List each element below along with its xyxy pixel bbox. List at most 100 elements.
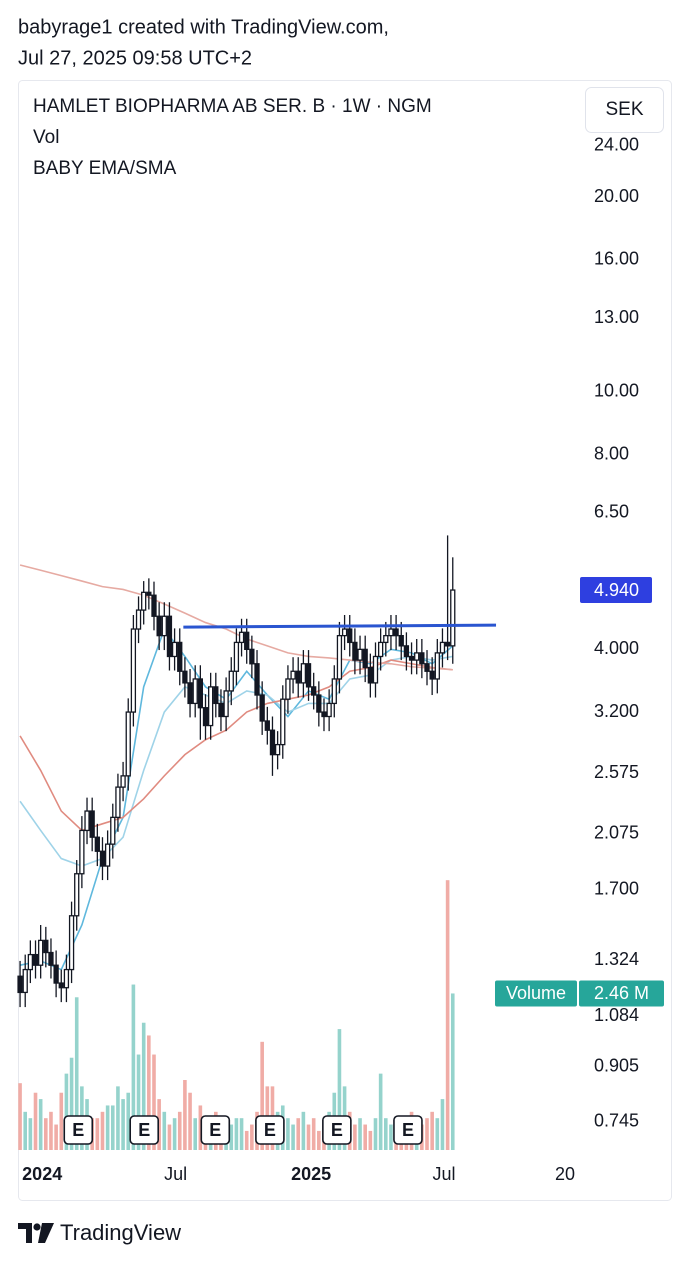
volume-bar [44,1118,48,1150]
candle-body [202,707,209,727]
candle-body [377,641,384,658]
volume-bar [445,880,450,1150]
volume-bar [172,1118,177,1150]
volume-bar [244,1130,249,1150]
y-tick-label: 4.000 [594,638,639,658]
indicator-label: Vol [33,127,59,148]
volume-bar [383,1118,388,1150]
candle-body [357,648,363,661]
y-tick-label: 8.00 [594,443,629,463]
volume-bar [18,1083,22,1150]
candle-body [171,641,178,658]
candle-body [311,686,317,696]
volume-bar [105,1105,110,1150]
candle-body [238,631,245,644]
currency-label[interactable]: SEK [605,99,643,120]
candle-body [208,686,214,727]
volume-bar [430,1111,434,1150]
volume-bar [167,1124,172,1150]
last-price-tag [580,577,652,604]
volume-bar [141,1022,146,1150]
volume-bar [147,1035,151,1150]
candle-body [316,694,322,713]
trend-line [183,623,497,629]
candle-body [336,634,343,680]
volume-bar [368,1130,373,1150]
candle-body [321,711,327,718]
chart-title: HAMLET BIOPHARMA AB SER. B · 1W · NGM [33,96,432,117]
x-tick-label: 2025 [291,1164,331,1184]
volume-bar [193,1118,198,1150]
candle-body [115,786,121,819]
candle-body [48,951,54,966]
candle-body [450,589,456,647]
volume-bar [100,1111,105,1150]
volume-bar [157,1099,161,1150]
candle-body [295,670,301,684]
candle-body [444,641,451,647]
candle-body [63,968,70,989]
volume-bar [291,1124,295,1150]
candle-body [352,641,358,661]
volume-bar [373,1118,378,1150]
footer-brand: TradingView [60,1220,181,1245]
currency-button[interactable] [585,87,664,133]
candle-body [403,645,410,658]
candle-body [213,686,219,705]
volume-name-tag [495,980,577,1007]
header-line: babyrage1 created with TradingView.com, [18,16,389,38]
candle-body [74,873,80,917]
candle-body [43,939,49,954]
candle-body [130,628,137,713]
candle-body [141,591,147,611]
candle-body [218,702,224,718]
candle-body [439,641,446,654]
candle-body [125,711,131,777]
volume-bar [177,1111,182,1150]
candle-body [84,810,90,832]
candle-body [151,594,157,617]
earnings-marker [63,1115,94,1145]
candle-body [274,743,281,756]
indicator-label: BABY EMA/SMA [33,158,177,179]
candle-body [341,628,348,637]
y-tick-label: 13.00 [594,307,639,327]
candle-body [285,678,291,700]
header-line: Jul 27, 2025 09:58 UTC+2 [18,47,252,69]
volume-bar [337,1029,342,1150]
candle-body [223,690,229,718]
volume-bar [162,1111,167,1150]
candle-body [22,968,28,994]
x-tick-label: 2024 [22,1164,62,1184]
candle-body [388,628,394,637]
candle-body [305,663,312,688]
candle-body [182,670,188,684]
volume-bar [450,993,455,1150]
y-tick-label: 10.00 [594,381,639,401]
volume-bar [311,1118,316,1150]
y-tick-label: 16.00 [594,249,639,269]
volume-bar [250,1124,254,1150]
volume-bar [126,1092,131,1150]
volume-bar [33,1092,38,1150]
candle-body [27,953,34,971]
volume-bar [49,1111,53,1150]
candle-body [156,615,162,637]
y-tick-label: 1.324 [594,949,639,969]
earnings-marker [393,1115,423,1145]
volume-bar [69,1057,74,1150]
volume-bar [260,1041,264,1150]
candle-body [161,615,167,637]
y-tick-label: 20.00 [594,186,639,206]
candle-body [17,975,23,994]
earnings-label: E [331,1120,343,1140]
candle-body [269,729,276,756]
candle-body [254,663,260,696]
candle-body [259,694,265,722]
volume-bar [296,1118,301,1150]
volume-bar [440,1099,445,1150]
candle-body [135,609,142,630]
x-tick-label: Jul [164,1164,187,1184]
